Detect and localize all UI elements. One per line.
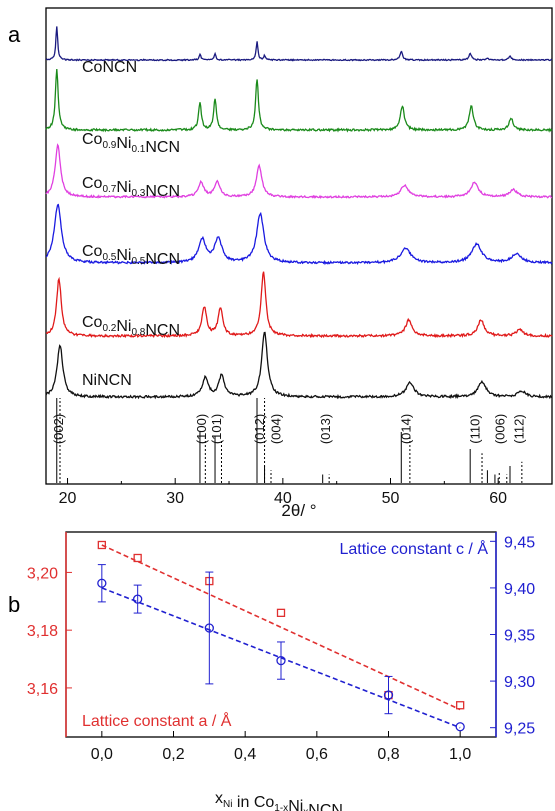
panel-b-frame	[65, 531, 497, 738]
xrd-label-4: Co0.5Ni0.5NCN	[82, 243, 180, 268]
legend-lattice-c: Lattice constant c / Å	[339, 539, 488, 558]
x-axis-label-b: xNi in Co1-xNixNCN	[215, 790, 343, 811]
reflection-label-5: (004)	[268, 414, 283, 444]
x-tick-label-b-4: 0,6	[306, 746, 328, 763]
data-point-c-2	[133, 594, 143, 604]
data-point-c-5	[383, 690, 394, 700]
xrd-label-2: Co0.9Ni0.1NCN	[82, 131, 180, 156]
x-tick-label-a-5: 60	[489, 490, 507, 507]
x-tick-label-a-4: 50	[382, 490, 400, 507]
data-point-a-4	[276, 608, 286, 617]
reflection-label-10: (112)	[512, 414, 527, 443]
y-right-tick-label-2: 9,30	[504, 674, 535, 691]
xrd-label-1: CoNCN	[82, 59, 137, 76]
xrd-curve-4	[45, 203, 553, 266]
x-tick-label-b-5: 0,8	[377, 746, 399, 763]
x-tick-label-b-6: 1,0	[449, 746, 471, 763]
reflection-label-3: (101)	[209, 414, 224, 444]
x-axis-label-a: 2θ/ °	[281, 501, 316, 520]
y-right-tick-label-1: 9,25	[504, 721, 535, 738]
xrd-label-5: Co0.2Ni0.8NCN	[82, 314, 180, 339]
panel-label-a: a	[8, 22, 21, 47]
x-tick-label-b-2: 0,2	[162, 746, 184, 763]
reflection-label-9: (006)	[492, 414, 507, 444]
legend-lattice-a: Lattice constant a / Å	[82, 711, 232, 730]
xrd-curve-2	[45, 69, 553, 133]
x-tick-label-a-3: 40	[274, 490, 292, 507]
y-left-tick-label-1: 3,16	[27, 681, 58, 698]
data-point-c-4	[276, 655, 286, 666]
x-tick-label-b-3: 0,4	[234, 746, 256, 763]
y-right-tick-label-5: 9,45	[504, 534, 535, 551]
reflection-label-4: (012)	[252, 414, 267, 444]
y-left-tick-label-3: 3,20	[27, 565, 58, 582]
data-point-a-2	[133, 553, 142, 563]
y-right-tick-label-4: 9,40	[504, 581, 535, 598]
xrd-label-6: NiNCN	[82, 372, 132, 389]
reflection-label-1: (002)	[51, 414, 66, 444]
y-right-tick-label-3: 9,35	[504, 628, 535, 645]
data-point-c-3	[204, 623, 214, 633]
xrd-label-3: Co0.7Ni0.3NCN	[82, 175, 180, 200]
panel-b-lattice-chart: 3,16 3,18 3,20 9,25 9,30 9,35 9,40 9,45 0,0 0,2 0,…	[27, 531, 535, 811]
xrd-curve-5	[45, 271, 553, 339]
x-tick-label-a-2: 30	[166, 490, 184, 507]
panel-label-b: b	[8, 592, 20, 617]
data-point-a-6	[456, 701, 465, 710]
panel-a-frame	[45, 7, 553, 485]
data-point-a-1	[97, 540, 106, 550]
y-left-tick-label-2: 3,18	[27, 623, 58, 640]
data-point-c-1	[97, 578, 107, 588]
fit-line-1	[101, 544, 461, 711]
x-tick-label-b-1: 0,0	[91, 746, 113, 763]
data-point-c-6	[455, 722, 465, 732]
reflection-label-6: (013)	[318, 414, 333, 444]
xrd-curve-6	[45, 331, 553, 400]
reflection-label-8: (110)	[468, 414, 483, 443]
xrd-curve-1	[45, 26, 553, 62]
reflection-label-2: (100)	[194, 414, 209, 444]
xrd-curve-3	[45, 143, 553, 199]
panel-a-xrd-chart: CoNCN Co0.9Ni0.1NCN Co0.7Ni0.3NCN Co0.5Ni0.…	[45, 7, 553, 520]
x-tick-label-a-1: 20	[59, 490, 77, 507]
reflection-label-7: (014)	[399, 414, 414, 444]
